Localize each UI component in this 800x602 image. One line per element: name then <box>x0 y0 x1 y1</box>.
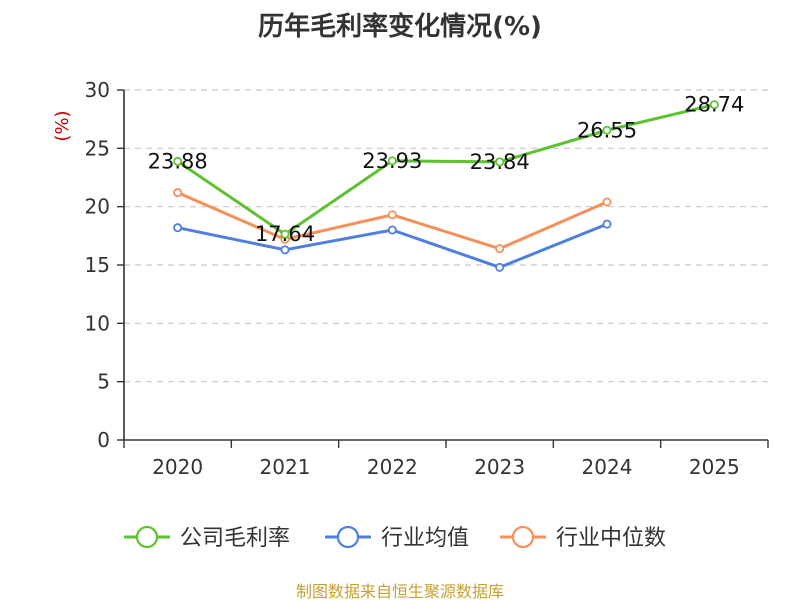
data-point-2-2022 <box>387 210 397 220</box>
x-tick-label-2022: 2022 <box>367 455 418 479</box>
y-tick-label-15: 15 <box>85 253 110 277</box>
data-point-0-2020 <box>173 156 183 166</box>
grid-lines <box>124 89 768 383</box>
data-point-0-2024 <box>602 125 612 135</box>
x-tick-label-2023: 2023 <box>474 455 525 479</box>
data-label-0-2021: 17.64 <box>255 222 315 246</box>
legend-marker-2 <box>511 525 535 549</box>
data-point-1-2022 <box>387 225 397 235</box>
legend-label-0: 公司毛利率 <box>180 526 290 551</box>
y-tick-label-30: 30 <box>85 78 110 102</box>
data-label-0-2020: 23.88 <box>148 149 208 173</box>
data-label-0-2023: 23.84 <box>470 150 530 174</box>
series-lines <box>173 100 719 272</box>
legend-label-2: 行业中位数 <box>556 526 666 551</box>
data-label-0-2024: 26.55 <box>577 118 637 142</box>
data-label-0-2022: 23.93 <box>362 149 422 173</box>
data-labels: 23.88 17.64 23.93 23.84 26.55 28.74 <box>148 93 745 247</box>
data-point-2-2024 <box>602 197 612 207</box>
x-tick-label-2020: 2020 <box>152 455 203 479</box>
data-point-0-2025 <box>709 100 719 110</box>
legend[interactable]: 公司毛利率 行业均值 行业中位数 <box>124 525 666 551</box>
x-tick-label-2021: 2021 <box>260 455 311 479</box>
chart-title: 历年毛利率变化情况(%) <box>258 12 542 42</box>
y-tick-label-10: 10 <box>85 311 110 335</box>
y-axis-label: (%) <box>52 110 73 141</box>
data-point-0-2023 <box>495 157 505 167</box>
data-point-0-2022 <box>387 156 397 166</box>
data-point-0-2021 <box>280 229 290 239</box>
data-point-1-2020 <box>173 223 183 233</box>
legend-item-2[interactable]: 行业中位数 <box>500 525 666 551</box>
data-point-1-2024 <box>602 219 612 229</box>
data-point-2-2020 <box>173 188 183 198</box>
legend-marker-0 <box>135 525 159 549</box>
y-tick-label-5: 5 <box>97 370 110 394</box>
series-line-0 <box>176 103 715 236</box>
x-tick-label-2025: 2025 <box>689 455 740 479</box>
y-tick-label-20: 20 <box>85 195 110 219</box>
source-note: 制图数据来自恒生聚源数据库 <box>295 582 504 601</box>
data-label-0-2025: 28.74 <box>684 93 744 117</box>
data-point-1-2023 <box>495 262 505 272</box>
y-tick-label-0: 0 <box>97 428 110 452</box>
legend-item-0[interactable]: 公司毛利率 <box>124 525 290 551</box>
y-tick-label-25: 25 <box>85 136 110 160</box>
x-tick-label-2024: 2024 <box>582 455 633 479</box>
legend-label-1: 行业均值 <box>381 526 469 551</box>
data-point-2-2023 <box>495 244 505 254</box>
legend-marker-1 <box>336 525 360 549</box>
legend-item-1[interactable]: 行业均值 <box>325 525 469 551</box>
data-point-1-2021 <box>280 245 290 255</box>
